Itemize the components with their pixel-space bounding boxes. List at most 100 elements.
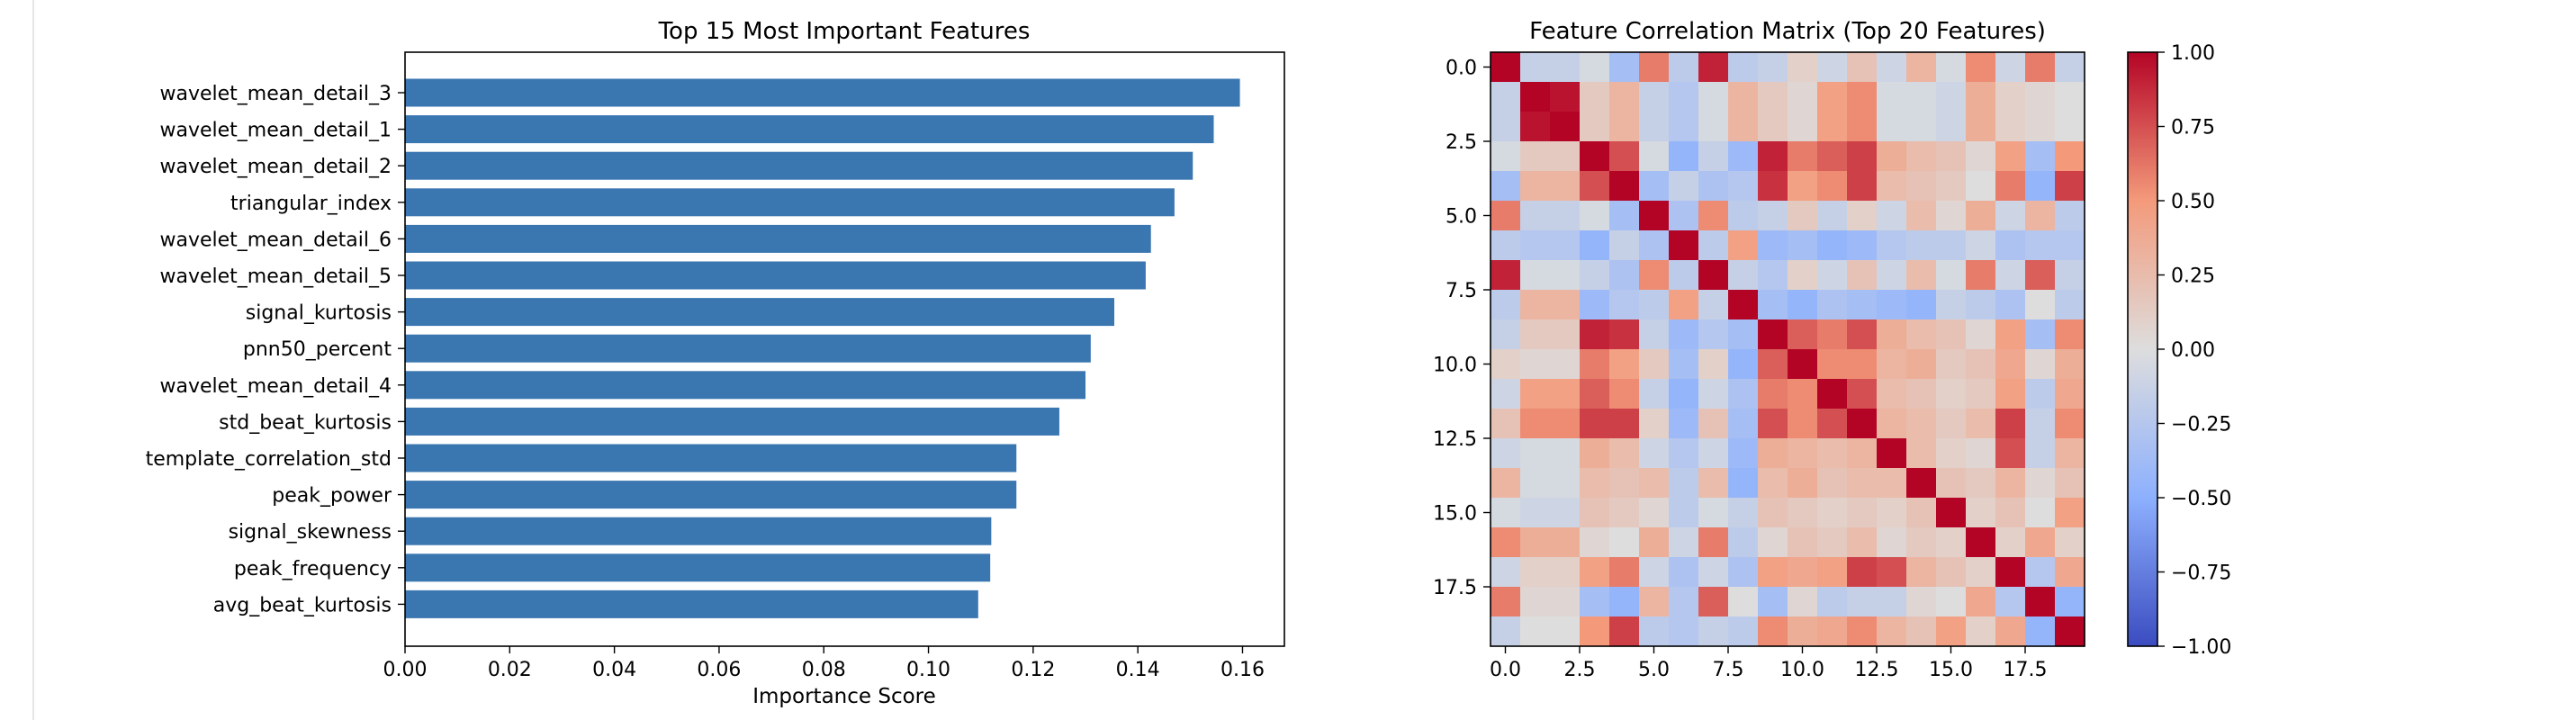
bar xyxy=(405,78,1240,107)
x-tick-label: 17.5 xyxy=(2004,659,2048,681)
heatmap-cell xyxy=(1728,260,1759,291)
heatmap-cell xyxy=(1966,527,1996,558)
colorbar: 1.00 0.75 0.50 0.25 0.00 −0.25 −0.50 −0.75 −1.00 xyxy=(2127,42,2231,659)
heatmap-cell xyxy=(1877,260,1907,291)
heatmap-cell xyxy=(1520,409,1551,439)
heatmap-cell xyxy=(2055,349,2085,380)
heatmap-cell xyxy=(2055,141,2085,172)
heatmap-cell xyxy=(2055,498,2085,528)
heatmap-cell xyxy=(1936,557,1967,588)
heatmap-cell xyxy=(1550,112,1581,142)
x-tick-label: 7.5 xyxy=(1713,659,1744,681)
heatmap-cell xyxy=(1609,349,1640,380)
heatmap-title: Feature Correlation Matrix (Top 20 Featu… xyxy=(1529,18,2046,45)
heatmap-cell xyxy=(1491,587,1521,617)
heatmap-cell xyxy=(1936,171,1967,202)
bar xyxy=(405,261,1146,290)
heatmap-cell xyxy=(1669,201,1699,231)
heatmap-cell xyxy=(1580,349,1610,380)
heatmap-cell xyxy=(1966,171,1996,202)
heatmap-cell xyxy=(1936,468,1967,499)
heatmap-cell xyxy=(1580,527,1610,558)
x-tick-label: 0.04 xyxy=(592,659,636,681)
bar xyxy=(405,188,1175,217)
heatmap-cell xyxy=(2025,616,2056,647)
heatmap-cell xyxy=(1966,587,1996,617)
heatmap-cell xyxy=(1758,587,1788,617)
heatmap-cell xyxy=(1520,557,1551,588)
heatmap-cell xyxy=(1995,52,2026,83)
heatmap-cell xyxy=(1639,616,1670,647)
heatmap-cell xyxy=(1817,527,1848,558)
heatmap-cell xyxy=(1550,438,1581,469)
heatmap-cell xyxy=(1906,112,1937,142)
heatmap-cell xyxy=(1580,201,1610,231)
heatmap-cell xyxy=(1728,498,1759,528)
correlation-heatmap-chart: Feature Correlation Matrix (Top 20 Featu… xyxy=(1433,18,2085,681)
heatmap-cell xyxy=(2055,587,2085,617)
heatmap-cell xyxy=(2025,230,2056,261)
heatmap-cell xyxy=(1609,112,1640,142)
heatmap-cell xyxy=(1550,260,1581,291)
heatmap-cell xyxy=(1936,260,1967,291)
heatmap-cell xyxy=(1817,82,1848,112)
heatmap-cell xyxy=(1609,320,1640,350)
heatmap-cell xyxy=(1728,349,1759,380)
heatmap-cell xyxy=(1758,141,1788,172)
heatmap-cell xyxy=(1698,52,1729,83)
heatmap-cell xyxy=(1906,379,1937,410)
heatmap-cell xyxy=(2025,498,2056,528)
heatmap-cell xyxy=(1788,320,1818,350)
heatmap-cell xyxy=(1698,438,1729,469)
y-tick-label: wavelet_mean_detail_5 xyxy=(159,266,392,288)
heatmap-cell xyxy=(1609,82,1640,112)
bar-chart-frame xyxy=(404,51,1285,647)
heatmap-cell xyxy=(1788,290,1818,320)
heatmap-cell xyxy=(1877,230,1907,261)
heatmap-cell xyxy=(1639,201,1670,231)
heatmap-cell xyxy=(1491,320,1521,350)
heatmap-cell xyxy=(1491,379,1521,410)
heatmap-cell xyxy=(1580,438,1610,469)
heatmap-cell xyxy=(1698,587,1729,617)
heatmap-cell xyxy=(1906,230,1937,261)
heatmap-cell xyxy=(1966,379,1996,410)
heatmap-cell xyxy=(1491,171,1521,202)
heatmap-cell xyxy=(1847,171,1878,202)
heatmap-cell xyxy=(1520,379,1551,410)
heatmap-cell xyxy=(1877,616,1907,647)
colorbar-tick-label: 0.50 xyxy=(2171,191,2215,213)
heatmap-cell xyxy=(1520,112,1551,142)
heatmap-cell xyxy=(1491,349,1521,380)
heatmap-cell xyxy=(1728,52,1759,83)
heatmap-cell xyxy=(1639,409,1670,439)
heatmap-cell xyxy=(1847,349,1878,380)
heatmap-cell xyxy=(1491,112,1521,142)
heatmap-cell xyxy=(2055,438,2085,469)
heatmap-cell xyxy=(1669,616,1699,647)
heatmap-cell xyxy=(1906,498,1937,528)
heatmap-cell xyxy=(1698,260,1729,291)
y-tick-label: template_correlation_std xyxy=(146,448,392,471)
heatmap-cell xyxy=(1550,349,1581,380)
heatmap-cell xyxy=(1966,557,1996,588)
heatmap-cell xyxy=(1758,82,1788,112)
heatmap-cell xyxy=(1580,320,1610,350)
heatmap-cell xyxy=(2025,468,2056,499)
colorbar-tick-label: 0.75 xyxy=(2171,117,2215,140)
heatmap-cell xyxy=(1758,320,1788,350)
colorbar-tick-label: −0.25 xyxy=(2171,414,2231,436)
heatmap-cell xyxy=(1847,557,1878,588)
y-tick-label: wavelet_mean_detail_1 xyxy=(159,120,392,142)
heatmap-cell xyxy=(1580,230,1610,261)
heatmap-cell xyxy=(1936,498,1967,528)
bar xyxy=(405,371,1086,400)
heatmap-cell xyxy=(1491,616,1521,647)
heatmap-cell xyxy=(1609,260,1640,291)
heatmap-cell xyxy=(1906,260,1937,291)
heatmap-cell xyxy=(1550,409,1581,439)
heatmap-cell xyxy=(1936,349,1967,380)
heatmap-cell xyxy=(1639,557,1670,588)
heatmap-cell xyxy=(1788,201,1818,231)
x-tick-label: 5.0 xyxy=(1638,659,1670,681)
